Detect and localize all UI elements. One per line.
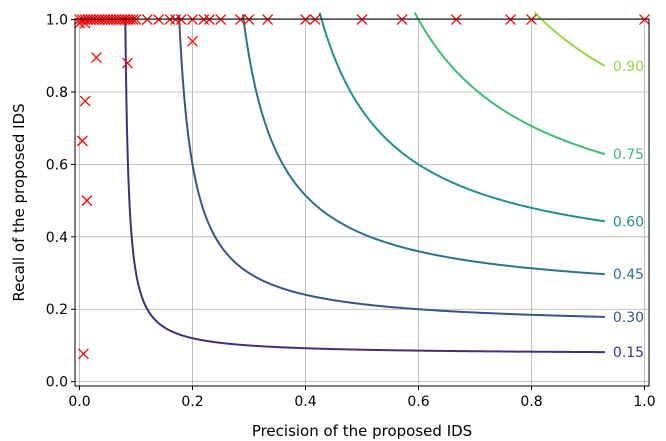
contour-label-0.90: 0.90 (613, 59, 644, 75)
scatter-point (96, 14, 108, 26)
scatter-point (76, 135, 88, 147)
scatter-point (450, 14, 462, 26)
plot-frame (74, 18, 650, 387)
scatter-point (262, 14, 274, 26)
scatter-point (396, 14, 408, 26)
grid (75, 19, 649, 386)
scatter-point (79, 95, 91, 107)
scatter-point (102, 14, 114, 26)
y-axis-label: Recall of the proposed IDS (10, 103, 28, 301)
scatter-point (300, 14, 311, 26)
scatter-point (105, 14, 117, 26)
scatter-point (124, 14, 136, 26)
contour-label-0.75: 0.75 (613, 147, 644, 163)
scatter-point (107, 14, 119, 26)
contour-line-0.45 (241, 14, 605, 276)
contour-lines: 0.15 0.30 0.45 0.60 0.75 0.90 (124, 11, 644, 361)
scatter-point (356, 14, 368, 26)
y-tick-label: 0.2 (46, 302, 68, 318)
contour-label-0.60: 0.60 (613, 214, 644, 230)
x-tick-label: 0.8 (520, 394, 542, 410)
scatter-point (639, 14, 650, 26)
x-tick-label: 0.0 (68, 394, 90, 410)
axis-ticks: 0.0 0.2 0.4 0.6 0.8 1.0 0.0 0.2 0.4 0.6 0.8 1.0 (46, 13, 656, 410)
scatter-point (93, 14, 105, 26)
scatter-point (505, 14, 517, 26)
scatter-point (164, 14, 176, 26)
scatter-point (88, 14, 100, 26)
scatter-point (122, 14, 134, 26)
contour-line-0.60 (318, 12, 606, 223)
x-tick-label: 1.0 (633, 394, 655, 410)
scatter-point (78, 348, 89, 360)
y-tick-label: 0.6 (46, 157, 68, 173)
scatter-point (204, 14, 215, 26)
scatter-point (243, 14, 255, 26)
scatter-point (91, 14, 102, 26)
x-tick-label: 0.4 (294, 394, 316, 410)
contour-line-0.75 (413, 12, 606, 156)
scatter-point (526, 14, 537, 26)
scatter-point (130, 14, 142, 26)
x-axis-label: Precision of the proposed IDS (252, 422, 472, 440)
contour-line-0.15 (124, 17, 605, 354)
scatter-point (215, 14, 227, 26)
scatter-point (74, 17, 85, 29)
scatter-point (309, 14, 321, 26)
scatter-point (113, 14, 125, 26)
contour-line-0.90 (533, 11, 606, 67)
scatter-point (79, 17, 91, 29)
x-tick-label: 0.2 (181, 394, 203, 410)
scatter-point (74, 14, 85, 26)
scatter-point (81, 195, 93, 207)
contour-label-0.45: 0.45 (613, 267, 644, 283)
contour-label-0.15: 0.15 (613, 345, 644, 361)
scatter-point (170, 14, 182, 26)
scatter-point (122, 57, 134, 69)
scatter-point (141, 14, 153, 26)
scatter-point (127, 14, 139, 26)
scatter-point (116, 14, 128, 26)
scatter-point (85, 14, 97, 26)
scatter-point (187, 14, 198, 26)
scatter-point (198, 14, 210, 26)
y-tick-label: 0.8 (46, 85, 68, 101)
scatter-point (187, 35, 198, 47)
scatter-point (235, 14, 246, 26)
y-tick-label: 0.4 (46, 230, 68, 246)
scatter-point (153, 14, 165, 26)
contour-label-0.30: 0.30 (613, 310, 644, 326)
scatter-point (119, 14, 131, 26)
y-tick-label: 0.0 (46, 375, 68, 391)
scatter-point (79, 14, 91, 26)
scatter-point (91, 52, 102, 64)
scatter-points (74, 14, 650, 360)
contour-line-0.30 (178, 14, 605, 318)
scatter-point (110, 14, 122, 26)
x-tick-label: 0.6 (407, 394, 429, 410)
y-tick-label: 1.0 (46, 13, 68, 29)
scatter-point (175, 14, 187, 26)
scatter-point (99, 14, 111, 26)
